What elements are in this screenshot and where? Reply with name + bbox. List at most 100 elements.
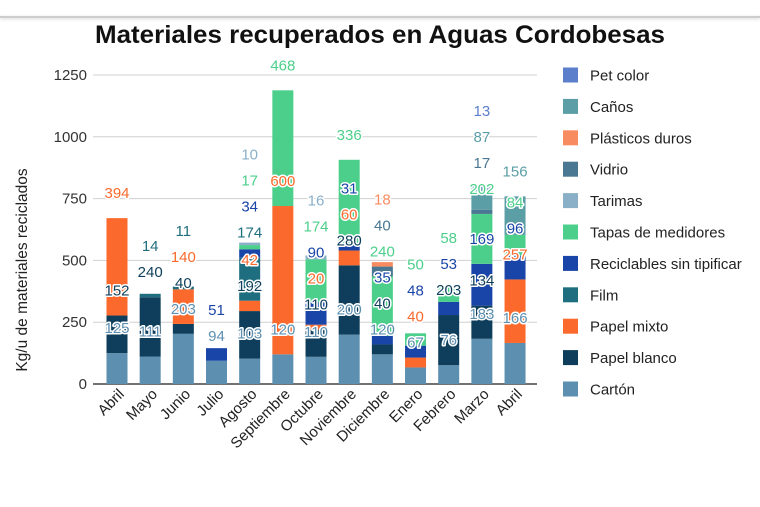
data-label: 35 [374,269,391,286]
legend-item: Papel blanco [563,350,677,367]
legend-label: Tapas de medidores [590,225,725,242]
bar-segment [471,185,493,189]
legend-swatch [563,255,578,271]
legend-item: Cartón [563,381,635,399]
legend-swatch [563,318,578,334]
legend-label: Film [590,287,618,304]
data-label: 14 [142,238,159,255]
data-label: 336 [337,127,362,144]
data-label: 40 [374,295,391,312]
legend-label: Cartón [590,382,635,399]
bar-segment [239,358,261,384]
bar-segment [172,323,194,334]
legend-item: Caños [563,98,633,116]
data-label: 468 [270,57,295,74]
bar-segment [172,289,194,324]
legend-swatch [563,381,578,397]
bar-segment [471,305,493,339]
data-label: 203 [171,301,196,318]
bar-segment [504,255,526,280]
data-label: 125 [104,320,129,337]
y-tick-label: 0 [79,376,87,393]
bar-segment [305,356,327,384]
data-label: 34 [241,199,258,216]
legend-swatch [563,98,578,114]
data-label: 11 [176,223,192,240]
legend-label: Reciclables sin tipificar [590,256,742,273]
data-label: 13 [474,103,491,120]
bar-segment [438,301,460,316]
data-label: 110 [304,297,328,314]
bar-segment [371,335,393,345]
legend-swatch [563,193,578,209]
y-axis: 0 250 500 750 1000 1250 [54,67,537,393]
legend-item: Tapas de medidores [563,224,725,242]
data-label: 31 [341,180,358,197]
bar-segment [239,242,261,246]
legend-swatch [563,350,578,366]
bar-segment [338,334,360,384]
data-label: 84 [507,194,524,211]
legend-item: Reciclables sin tipificar [563,255,742,273]
data-label: 18 [374,191,391,208]
legend-item: Vidrio [563,161,628,179]
data-label: 152 [104,283,129,300]
legend-label: Caños [590,99,633,116]
data-label: 20 [308,271,325,288]
window-top-divider [0,16,760,18]
data-label: 40 [407,308,424,325]
bar-segment [239,249,261,258]
bar-segment [405,345,427,358]
bar-segment [172,333,194,384]
legend-item: Tarimas [563,193,643,210]
bar-segment [338,265,360,335]
bar-segment [106,315,128,354]
bar-segment [206,360,228,384]
bar-segment [305,324,327,330]
data-label: 16 [308,193,325,210]
bar-segment [438,315,460,366]
data-label: 120 [270,321,295,338]
data-label: 240 [370,243,395,260]
y-tick-label: 500 [62,252,87,269]
bar-segment [405,357,427,368]
legend-swatch [563,130,578,146]
data-label: 17 [474,155,491,172]
legend-label: Papel blanco [590,350,677,367]
bar-segment [371,262,393,267]
bar-segment [338,242,360,251]
bar-segment [438,287,460,302]
bar-segment [504,342,526,384]
bar-segment [172,286,194,290]
bar-segment [239,300,261,312]
bar-segment [371,344,393,355]
chart-title: Materiales recuperados en Aguas Cordobes… [95,21,665,49]
bar-segment [139,356,161,384]
data-label: 200 [337,302,362,319]
data-label: 42 [241,252,258,269]
bar-segment [305,329,327,357]
data-label: 96 [507,220,524,237]
y-tick-label: 250 [62,314,87,331]
bar-segment [405,333,427,346]
bar-segment [338,250,360,266]
data-label: 53 [440,256,457,273]
data-label: 50 [407,256,424,273]
data-label: 140 [171,249,196,266]
bar-segment [371,354,393,384]
y-axis-label: Kg/u de materiales reciclados [14,168,31,372]
data-label: 120 [370,321,395,338]
bar-segment [106,353,128,384]
bar-segment [471,188,493,210]
x-tick-label: Marzo [451,386,492,427]
bar-segment [239,311,261,359]
bar-segment [504,196,526,235]
bar-segment [405,367,427,384]
data-label: 174 [304,219,329,236]
x-tick-label: Abril [95,386,128,419]
data-label: 40 [374,217,391,234]
legend-item: Pet color [563,67,649,85]
bar-segment [305,302,327,325]
